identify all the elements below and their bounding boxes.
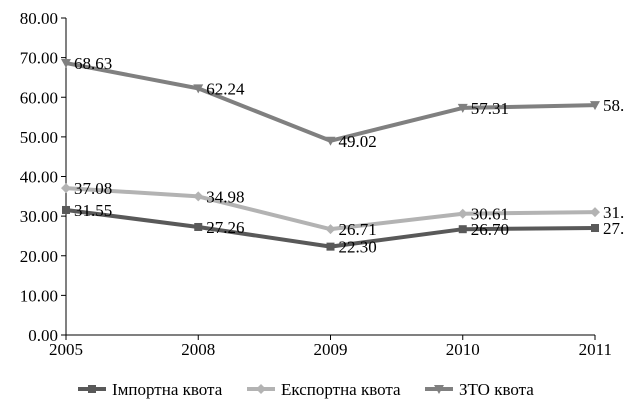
y-tick-label: 80.00 [20,9,58,28]
data-point [194,222,203,231]
x-tick-label: 2011 [579,340,612,359]
data-label: 68.63 [74,54,112,73]
data-point [457,208,468,219]
data-point [590,101,600,111]
data-point [193,84,204,94]
data-point [193,191,204,202]
data-point [458,225,467,234]
x-tick-label: 2010 [446,340,480,359]
y-tick-label: 60.00 [20,88,58,107]
data-label: 58. [603,96,624,115]
legend-marker [88,385,96,393]
data-point [62,205,70,214]
legend-item: Експортна квота [247,380,401,399]
data-label: 57.31 [471,99,509,118]
series-line [65,61,596,143]
y-tick-label: 40.00 [20,168,58,187]
data-label: 34.98 [206,187,244,206]
data-label: 31.55 [74,201,112,220]
x-tick-label: 2009 [314,340,348,359]
x-tick-label: 2005 [49,340,83,359]
series-2 [61,183,600,235]
data-point [457,103,468,113]
series-group [61,59,600,251]
y-tick-label: 20.00 [20,247,58,266]
x-tick-label: 2008 [181,340,215,359]
data-point [325,224,336,235]
y-tick-label: 70.00 [20,49,58,68]
y-tick-label: 30.00 [20,207,58,226]
data-labels: 31.55 27.26 22.30 26.70 27. 37.08 34.98 26.71 30… [74,54,624,257]
data-label: 30.61 [471,205,509,224]
x-axis-ticks: 2005 2008 2009 2010 2011 [49,335,612,359]
data-label: 62.24 [206,79,245,98]
series-3 [61,59,600,146]
legend-marker [434,385,444,394]
data-label: 31. [603,203,624,222]
legend-label: Експортна квота [281,380,401,399]
legend: Імпортна квота Експортна квота ЗТО квота [78,380,534,399]
legend-label: ЗТО квота [459,380,534,399]
y-tick-label: 0.00 [28,326,58,345]
series-1 [62,205,599,251]
data-label: 27.26 [206,218,244,237]
legend-item: Імпортна квота [78,380,223,399]
data-label: 22.30 [339,238,377,257]
y-tick-label: 10.00 [20,286,58,305]
series-line [65,186,596,232]
data-label: 27. [603,219,624,238]
data-label: 37.08 [74,179,112,198]
y-tick-label: 50.00 [20,128,58,147]
data-point [326,242,335,251]
data-label: 26.71 [339,220,377,239]
data-point [61,59,71,69]
data-point [325,136,336,146]
data-point [591,224,599,233]
data-point [590,207,600,218]
legend-item: ЗТО квота [425,380,534,399]
data-label: 26.70 [471,220,509,239]
legend-label: Імпортна квота [112,380,223,399]
data-label: 49.02 [339,132,377,151]
data-point [61,183,71,194]
legend-marker [256,384,266,394]
y-axis-ticks: 0.00 10.00 20.00 30.00 40.00 50.00 60.00 70.00 8… [20,9,66,345]
